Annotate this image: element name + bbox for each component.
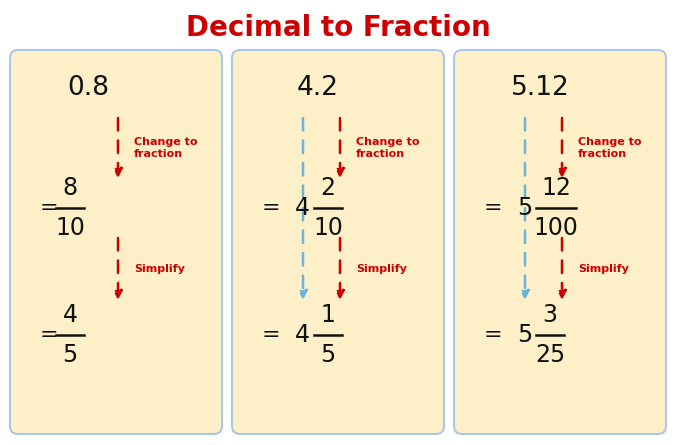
Text: 5: 5: [62, 343, 78, 367]
FancyBboxPatch shape: [10, 50, 222, 434]
Text: 1: 1: [320, 303, 335, 327]
FancyBboxPatch shape: [454, 50, 666, 434]
Text: 5: 5: [516, 196, 532, 220]
Text: 10: 10: [55, 216, 85, 240]
Text: 25: 25: [535, 343, 565, 367]
Text: Decimal to Fraction: Decimal to Fraction: [186, 14, 490, 42]
Text: 100: 100: [533, 216, 579, 240]
Text: 0.8: 0.8: [67, 75, 109, 101]
Text: =: =: [484, 325, 503, 345]
Text: 5.12: 5.12: [510, 75, 569, 101]
Text: Change to
fraction: Change to fraction: [356, 137, 420, 159]
Text: 4: 4: [295, 323, 310, 347]
Text: =: =: [262, 325, 281, 345]
Text: 4.2: 4.2: [297, 75, 339, 101]
Text: Simplify: Simplify: [134, 264, 185, 274]
Text: 2: 2: [320, 176, 335, 200]
Text: Simplify: Simplify: [356, 264, 407, 274]
Text: =: =: [484, 198, 503, 218]
Text: 8: 8: [62, 176, 78, 200]
Text: Change to
fraction: Change to fraction: [578, 137, 642, 159]
Text: 5: 5: [516, 323, 532, 347]
Text: 4: 4: [295, 196, 310, 220]
Text: 12: 12: [541, 176, 571, 200]
Text: 4: 4: [62, 303, 78, 327]
Text: Simplify: Simplify: [578, 264, 629, 274]
Text: =: =: [40, 198, 59, 218]
Text: 5: 5: [320, 343, 335, 367]
Text: 10: 10: [313, 216, 343, 240]
Text: =: =: [262, 198, 281, 218]
FancyBboxPatch shape: [232, 50, 444, 434]
Text: 3: 3: [543, 303, 558, 327]
Text: Change to
fraction: Change to fraction: [134, 137, 197, 159]
Text: =: =: [40, 325, 59, 345]
